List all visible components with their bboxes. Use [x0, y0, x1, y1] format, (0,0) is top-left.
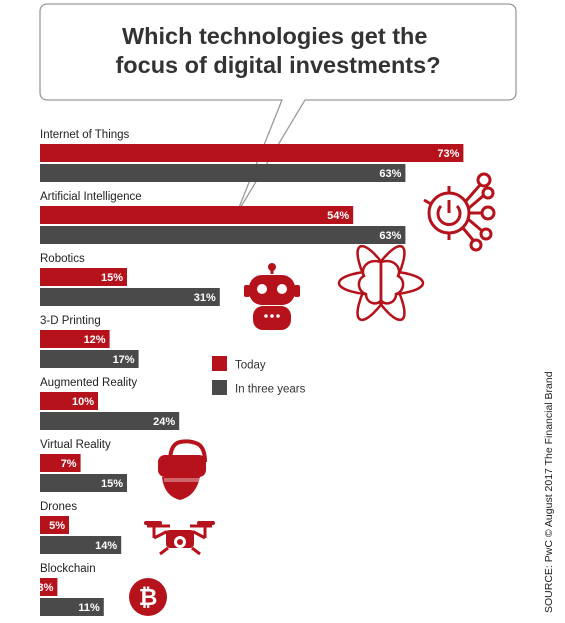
bar-value-label: 11% [78, 602, 100, 614]
bars-group: Internet of Things 73% 63% Artificial Intel… [37, 129, 464, 616]
source-credit: SOURCE: PwC © August 2017 The Financial … [543, 371, 555, 613]
bar-today [40, 330, 110, 348]
bar-today [40, 578, 58, 596]
bar-value-label: 54% [327, 210, 349, 222]
bar-today [40, 516, 69, 534]
chart-title-line-1: Which technologies get the [122, 23, 428, 49]
legend-label-three-years: In three years [235, 384, 306, 396]
robot-icon [244, 263, 300, 330]
bar-value-label: 5% [49, 520, 65, 532]
bar-in-three-years [40, 474, 127, 492]
bar-in-three-years [40, 536, 122, 554]
bar-value-label: 17% [113, 354, 135, 366]
category-label: Drones [40, 501, 77, 513]
bar-today [40, 454, 81, 472]
bar-in-three-years [40, 226, 406, 244]
bar-value-label: 63% [379, 168, 401, 180]
bar-value-label: 3% [37, 582, 53, 594]
category-label: Artificial Intelligence [40, 191, 142, 203]
legend-swatch-today [212, 356, 227, 371]
category-label: Virtual Reality [40, 439, 111, 451]
bar-in-three-years [40, 412, 180, 430]
category-label: Internet of Things [40, 129, 130, 141]
bar-in-three-years [40, 164, 406, 182]
category-label: Robotics [40, 253, 85, 265]
bar-value-label: 15% [101, 478, 123, 490]
bar-today [40, 268, 127, 286]
chart-title-line-2: focus of digital investments? [115, 52, 440, 78]
category-label: Augmented Reality [40, 377, 137, 389]
drone-icon [144, 521, 215, 556]
bar-value-label: 15% [101, 272, 123, 284]
svg-text:₿: ₿ [139, 584, 158, 610]
category-label: Blockchain [40, 563, 96, 575]
bitcoin-icon: ₿ [129, 578, 167, 616]
legend: Today In three years [212, 356, 306, 396]
bar-value-label: 14% [95, 540, 117, 552]
legend-swatch-three-years [212, 380, 227, 395]
legend-label-today: Today [235, 360, 266, 372]
bar-value-label: 24% [153, 416, 175, 428]
bar-value-label: 63% [379, 230, 401, 242]
bar-today [40, 392, 98, 410]
bar-today [40, 144, 464, 162]
bar-in-three-years [40, 350, 139, 368]
ai-brain-icon [337, 244, 425, 322]
bar-value-label: 73% [437, 148, 459, 160]
iot-network-icon [423, 172, 496, 252]
bar-value-label: 12% [84, 334, 106, 346]
bar-in-three-years [40, 598, 104, 616]
bar-value-label: 10% [72, 396, 94, 408]
vr-headset-icon [158, 439, 207, 500]
bar-today [40, 206, 354, 224]
category-label: 3-D Printing [40, 315, 101, 327]
bar-value-label: 31% [194, 292, 216, 304]
bar-in-three-years [40, 288, 220, 306]
bar-value-label: 7% [61, 458, 77, 470]
chart-title: Which technologies get the focus of digi… [115, 23, 440, 78]
